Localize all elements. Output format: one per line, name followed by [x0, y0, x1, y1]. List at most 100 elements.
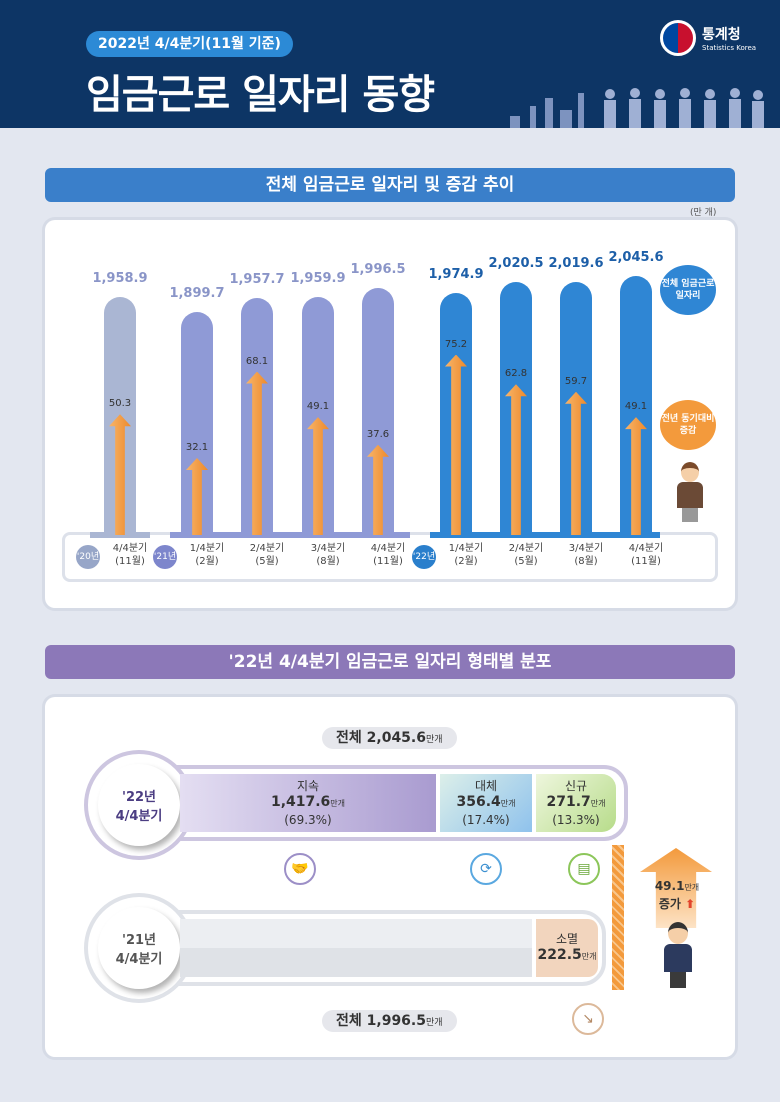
year-badge: '20년 — [76, 545, 100, 569]
x-tick-label: 2/4분기 (5월) — [496, 542, 556, 568]
total-unit: 만개 — [425, 735, 443, 745]
up-arrow-icon: ⬆ — [685, 897, 696, 911]
month-label: (2월) — [195, 556, 219, 567]
logo-subtitle: Statistics Korea — [702, 44, 757, 52]
bar-value-label: 1,899.7 — [169, 286, 225, 301]
legend-change-callout: 전년 동기대비 증감 — [660, 400, 716, 450]
increase-bracket — [612, 845, 624, 990]
x-tick-label: 1/4분기 (2월) — [177, 542, 237, 568]
segment-unit: 만개 — [330, 799, 346, 808]
change-value-label: 68.1 — [245, 355, 269, 367]
x-tick-label: 4/4분기 (11월) — [358, 542, 418, 568]
segment-new: 신규 271.7만개 (13.3%) — [536, 774, 616, 832]
x-tick-label: 3/4분기 (8월) — [298, 542, 358, 568]
declining-chart-icon: ↘ — [572, 1003, 604, 1035]
segment-terminated: 소멸 222.5만개 — [536, 919, 598, 977]
change-value-label: 62.8 — [504, 368, 528, 380]
month-label: (8월) — [574, 556, 598, 567]
bar-value-label: 1,958.9 — [92, 271, 148, 287]
segment-pct: (17.4%) — [462, 813, 510, 827]
total-label: 전체 — [336, 1013, 362, 1029]
taegeuk-icon — [660, 20, 696, 56]
quarter-label: 1/4분기 — [189, 543, 225, 554]
increase-unit: 만개 — [684, 883, 700, 892]
change-value-label: 32.1 — [185, 441, 209, 453]
row-2022-label: '22년 4/4분기 — [98, 764, 180, 846]
segment-continued: 지속 1,417.6만개 (69.3%) — [180, 774, 436, 832]
bar-value-label: 2,020.5 — [488, 255, 544, 271]
segment-name: 소멸 — [555, 932, 579, 946]
quarter-label: 1/4분기 — [448, 543, 484, 554]
increase-label: 49.1만개 증가 ⬆ — [644, 878, 710, 912]
segment-value: 222.5 — [537, 947, 582, 963]
year-badge: '22년 — [412, 545, 436, 569]
change-value-label: 49.1 — [624, 401, 648, 413]
segment-replacement: 대체 356.4만개 (17.4%) — [440, 774, 532, 832]
month-label: (11월) — [115, 556, 145, 567]
bar-value-label: 1,957.7 — [229, 271, 285, 287]
change-value-label: 75.2 — [444, 338, 468, 350]
x-tick-label: 4/4분기 (11월) — [100, 542, 160, 568]
total-unit: 만개 — [425, 1018, 443, 1028]
total-2021-pill: 전체 1,996.5만개 — [322, 1010, 457, 1032]
change-value-label: 50.3 — [108, 398, 132, 410]
quarter-label: 4/4분기 — [370, 543, 406, 554]
section1-title: 전체 임금근로 일자리 및 증감 추이 — [45, 168, 735, 202]
quarter-label: 3/4분기 — [568, 543, 604, 554]
change-value-label: 37.6 — [366, 428, 390, 440]
base-strip-2020 — [90, 532, 150, 538]
total-value: 2,045.6 — [366, 730, 426, 746]
x-tick-label: 2/4분기 (5월) — [237, 542, 297, 568]
quarter-label: 4/4분기 — [112, 543, 148, 554]
increase-value: 49.1 — [654, 879, 685, 893]
handshake-icon: 🤝 — [284, 853, 316, 885]
skyline-people-illustration — [510, 88, 764, 128]
quarter: 4/4분기 — [115, 952, 163, 967]
trend-chart: 1,958.9 50.3 4/4분기 (11월) 1,899.7 32.1 1/4분기 (2월… — [76, 249, 676, 569]
unit-label: (만 개) — [690, 208, 717, 218]
segment-pct: (13.3%) — [552, 813, 600, 827]
quarter-label: 2/4분기 — [249, 543, 285, 554]
bar-value-label: 1,996.5 — [350, 261, 406, 277]
quarter-label: 3/4분기 — [310, 543, 346, 554]
segment-name: 대체 — [474, 779, 498, 793]
month-label: (8월) — [316, 556, 340, 567]
quarter: 4/4분기 — [115, 809, 163, 824]
month-label: (11월) — [373, 556, 403, 567]
segment-value: 356.4 — [456, 794, 501, 810]
total-2022-pill: 전체 2,045.6만개 — [322, 727, 457, 749]
segment-name: 지속 — [296, 779, 320, 793]
header-banner — [0, 0, 780, 128]
month-label: (11월) — [631, 556, 661, 567]
month-label: (5월) — [514, 556, 538, 567]
segment-pct: (69.3%) — [284, 813, 332, 827]
year: '21년 — [121, 933, 157, 948]
resume-document-icon: ▤ — [568, 853, 600, 885]
x-tick-label: 1/4분기 (2월) — [436, 542, 496, 568]
segment-remaining-2021 — [180, 919, 532, 977]
quarter-label: 2/4분기 — [508, 543, 544, 554]
quarter-label: 4/4분기 — [628, 543, 664, 554]
logo-name: 통계청 — [702, 27, 741, 43]
man-illustration — [660, 922, 696, 990]
segment-value: 271.7 — [546, 794, 591, 810]
statistics-korea-logo: 통계청 Statistics Korea — [660, 20, 756, 56]
segment-unit: 만개 — [500, 799, 516, 808]
segment-unit: 만개 — [581, 952, 597, 961]
rotation-people-icon: ⟳ — [470, 853, 502, 885]
period-badge: 2022년 4/4분기(11월 기준) — [86, 31, 293, 57]
base-strip-2021 — [170, 532, 410, 538]
bar-value-label: 1,974.9 — [428, 267, 484, 283]
segment-value: 1,417.6 — [270, 794, 331, 810]
x-tick-label: 3/4분기 (8월) — [556, 542, 616, 568]
bar-value-label: 2,045.6 — [608, 249, 664, 265]
year: '22년 — [121, 790, 157, 805]
month-label: (2월) — [454, 556, 478, 567]
legend-total-callout: 전체 임금근로 일자리 — [660, 265, 716, 315]
base-strip-2022 — [430, 532, 660, 538]
bar-value-label: 2,019.6 — [548, 256, 604, 272]
segment-name: 신규 — [564, 779, 588, 793]
increase-text: 증가 — [658, 897, 681, 911]
x-tick-label: 4/4분기 (11월) — [616, 542, 676, 568]
year-badge: '21년 — [153, 545, 177, 569]
